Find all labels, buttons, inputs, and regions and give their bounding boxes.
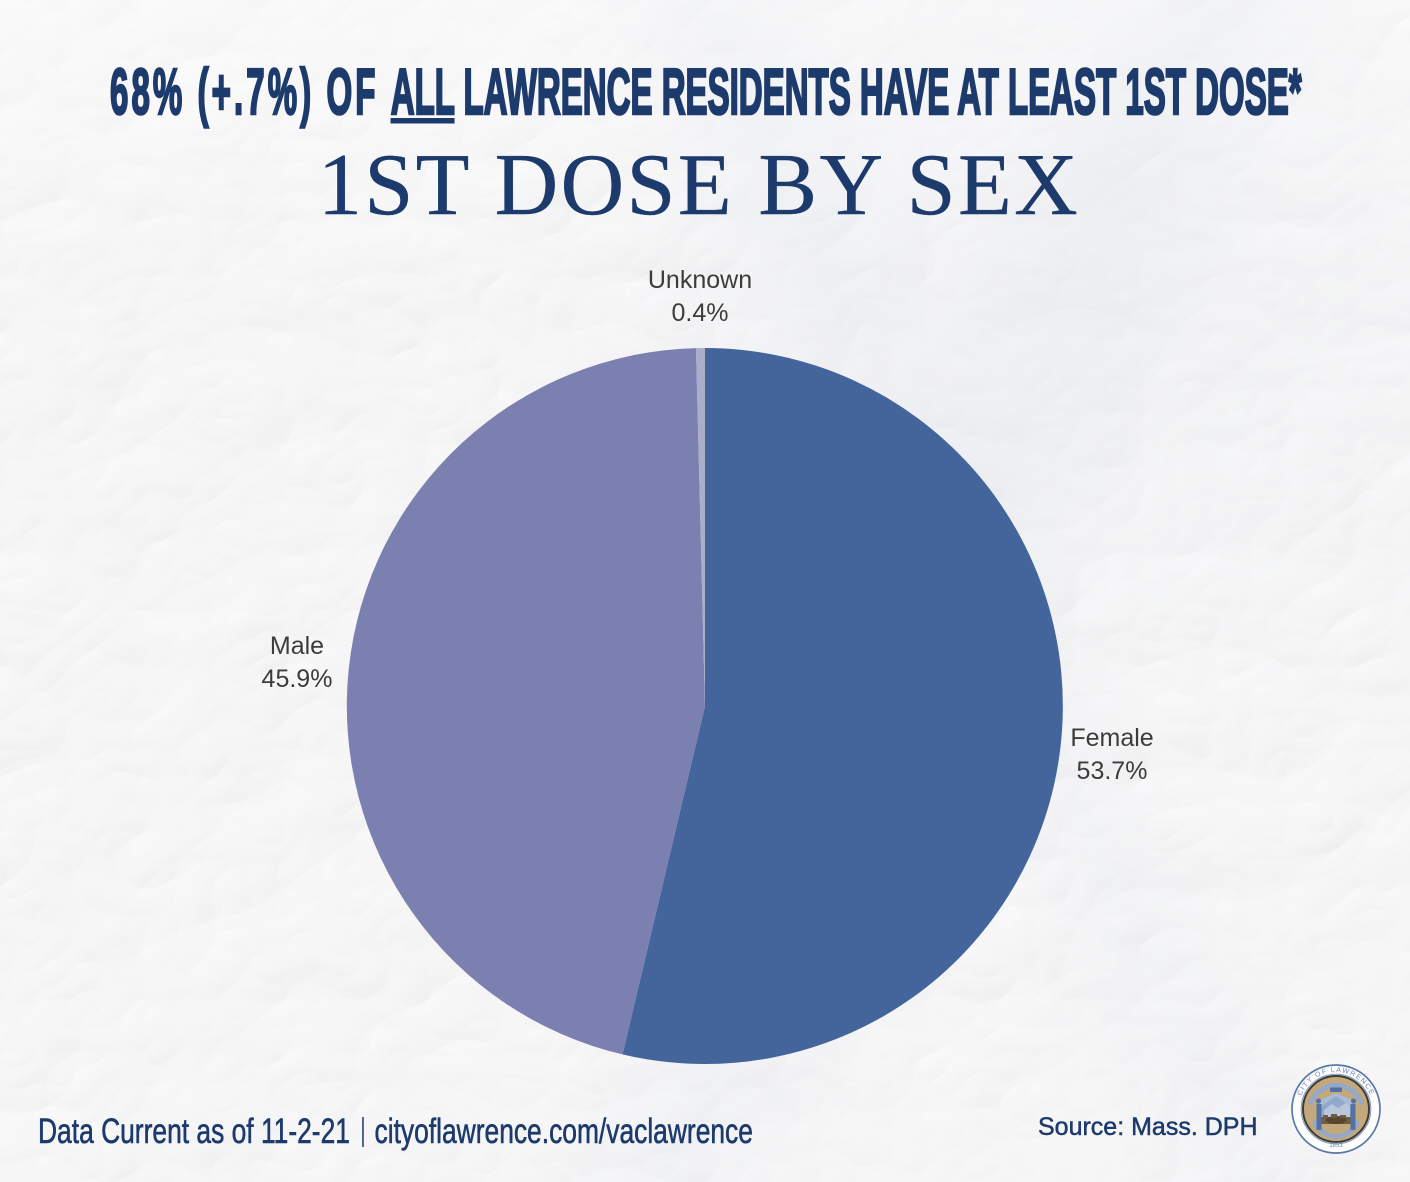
svg-text:1853: 1853 [1329, 1143, 1343, 1149]
